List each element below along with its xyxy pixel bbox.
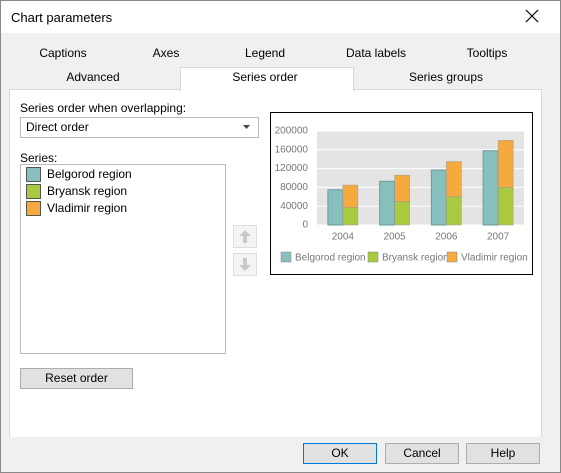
series-list	[20, 164, 226, 354]
series-item: Bryansk region	[47, 184, 128, 198]
y-tick-label: 80000	[280, 182, 308, 193]
tab[interactable]: Series groups	[408, 70, 484, 84]
series-swatch	[26, 167, 41, 182]
combo-arrow	[243, 125, 250, 129]
y-tick-label: 160000	[275, 144, 309, 155]
legend-label: Bryansk region	[382, 253, 449, 264]
legend-swatch	[367, 251, 379, 263]
legend-label: Belgorod region	[295, 253, 366, 264]
tab[interactable]: Advanced	[66, 70, 120, 84]
reset-button[interactable]: Reset order	[20, 368, 133, 389]
legend-swatch	[280, 251, 292, 263]
bar	[327, 189, 344, 226]
tab[interactable]: Tooltips	[466, 46, 508, 60]
close-button[interactable]	[525, 9, 539, 23]
tab[interactable]: Legend	[244, 46, 286, 60]
bar	[379, 180, 396, 226]
legend-swatch	[446, 251, 458, 263]
window-title: Chart parameters	[11, 10, 113, 25]
bar	[394, 201, 410, 226]
series-item: Belgorod region	[47, 167, 132, 181]
move-down[interactable]	[233, 253, 257, 276]
x-tick-label: 2005	[384, 232, 407, 243]
tab[interactable]: Captions	[39, 46, 87, 60]
bar	[446, 196, 462, 226]
x-tick-label: 2004	[332, 232, 355, 243]
bar	[342, 207, 359, 226]
tab-selected[interactable]: Series order	[232, 70, 298, 84]
x-tick-label: 2007	[487, 232, 510, 243]
legend-label: Vladimir region	[461, 253, 528, 264]
series-swatch	[26, 184, 41, 199]
combo-box[interactable]	[20, 117, 259, 138]
series-item: Vladimir region	[47, 201, 128, 215]
x-tick-label: 2006	[435, 232, 458, 243]
title-bar	[1, 1, 560, 33]
y-tick-label: 0	[302, 220, 308, 231]
bar	[482, 150, 499, 226]
help-button[interactable]: Help	[466, 443, 540, 464]
y-tick-label: 120000	[275, 163, 309, 174]
bar	[497, 187, 514, 226]
move-up[interactable]	[233, 225, 257, 248]
chart: 0 40000 80000 120000 160000 200000 2004 2005 200…	[275, 126, 528, 264]
ok-button[interactable]: OK	[303, 443, 377, 464]
y-tick-label: 40000	[280, 201, 308, 212]
series-swatch	[26, 201, 41, 216]
active-tab[interactable]	[180, 67, 354, 91]
cancel-button[interactable]: Cancel	[385, 443, 459, 464]
bar	[497, 140, 514, 188]
tab[interactable]: Data labels	[345, 46, 407, 60]
bar	[342, 184, 359, 208]
overlap-label: Series order when overlapping:	[20, 101, 187, 115]
y-tick-label: 200000	[275, 126, 309, 137]
bar	[394, 174, 410, 202]
combo-value: Direct order	[26, 120, 89, 134]
bar	[430, 169, 447, 226]
bar	[446, 161, 462, 198]
tab[interactable]: Axes	[152, 46, 180, 60]
series-label: Series:	[20, 151, 58, 165]
